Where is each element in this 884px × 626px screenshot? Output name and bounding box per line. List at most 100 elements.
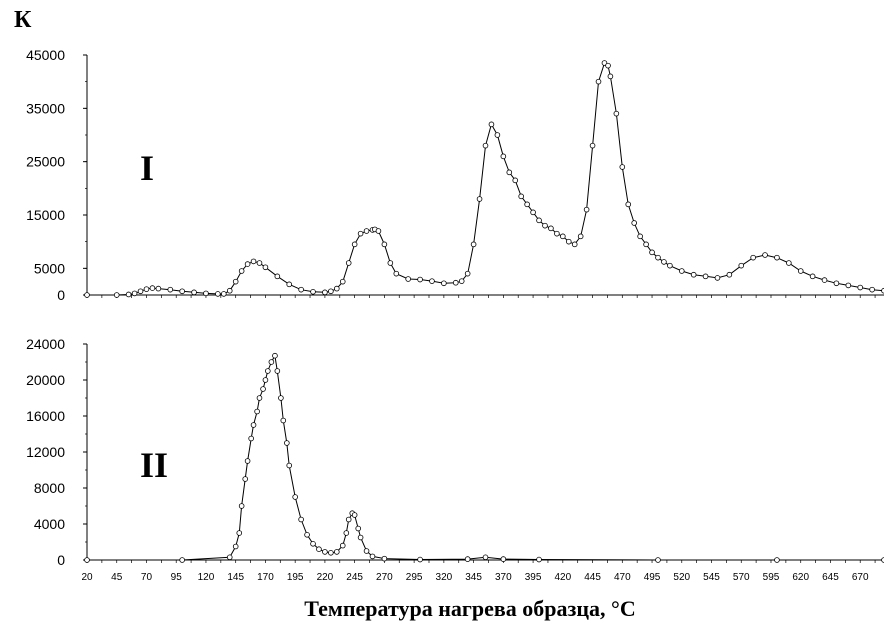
data-point — [476, 196, 483, 202]
data-point — [869, 286, 875, 293]
data-point — [262, 377, 269, 383]
data-point — [577, 233, 584, 240]
data-point — [316, 546, 322, 552]
data-point — [254, 408, 260, 415]
data-point — [470, 241, 477, 248]
y-tick-label: 12000 — [26, 444, 65, 460]
x-tick-label: 245 — [346, 572, 363, 583]
axes-bottom — [86, 344, 884, 563]
x-tick-label: 220 — [317, 572, 334, 583]
panel-II: II 24000 20000 16000 12000 8000 4000 0 20 45 70 9… — [26, 336, 884, 583]
data-point — [351, 241, 358, 248]
data-point — [857, 284, 864, 291]
data-point — [649, 249, 655, 256]
data-point — [280, 417, 287, 424]
panel-I: К I 45000 35000 25000 15000 5000 0 — [14, 7, 884, 303]
y-ticks-top: 45000 35000 25000 15000 5000 0 — [26, 47, 87, 303]
y-tick-label: 24000 — [26, 336, 65, 352]
x-axis-label: Температура нагрева образца, °С — [304, 596, 635, 621]
data-point — [619, 164, 626, 170]
data-point — [272, 352, 278, 359]
data-point — [242, 476, 249, 482]
x-tick-label: 370 — [495, 572, 512, 583]
data-point — [310, 540, 316, 547]
x-tick-label: 145 — [227, 572, 244, 583]
data-point — [441, 280, 447, 287]
data-point — [488, 121, 495, 128]
data-point — [714, 275, 721, 281]
data-point — [334, 549, 340, 555]
x-tick-label: 445 — [584, 572, 601, 583]
data-point — [678, 268, 685, 274]
data-point — [310, 288, 316, 295]
data-point — [482, 142, 489, 149]
data-point — [274, 368, 281, 374]
data-point — [595, 78, 602, 85]
data-point — [512, 177, 519, 184]
data-point — [774, 557, 780, 563]
data-point — [226, 287, 233, 294]
data-point — [143, 286, 150, 292]
x-tick-label: 670 — [852, 572, 869, 583]
y-tick-label: 16000 — [26, 408, 65, 424]
data-point — [286, 281, 293, 288]
data-point — [203, 290, 209, 297]
y-tick-label: 5000 — [34, 260, 65, 276]
data-point — [268, 359, 275, 365]
y-tick-label: 45000 — [26, 47, 65, 63]
panel-label-II: II — [140, 445, 168, 485]
x-tick-label: 520 — [673, 572, 690, 583]
data-point — [607, 73, 614, 80]
data-point — [304, 531, 310, 538]
data-point — [452, 279, 459, 286]
y-tick-label: 15000 — [26, 207, 65, 223]
y-tick-label: 4000 — [34, 516, 65, 532]
data-point — [554, 230, 560, 237]
data-point — [260, 386, 266, 392]
data-point — [583, 206, 590, 213]
data-point — [548, 225, 554, 232]
data-point — [292, 494, 298, 500]
data-point — [405, 276, 411, 282]
data-point — [113, 292, 120, 298]
data-point — [137, 288, 144, 295]
data-point — [220, 291, 227, 297]
data-point — [506, 169, 513, 176]
data-point — [417, 556, 423, 563]
x-tick-label: 170 — [257, 572, 274, 583]
data-point — [278, 395, 284, 401]
data-point — [667, 262, 673, 269]
data-point — [464, 270, 471, 277]
data-point — [655, 254, 661, 261]
data-point — [363, 548, 370, 554]
data-point — [265, 368, 271, 374]
data-point — [339, 278, 346, 285]
series-line — [87, 354, 884, 561]
series-top — [84, 60, 884, 298]
y-tick-label: 20000 — [26, 372, 65, 388]
data-point — [155, 285, 162, 292]
data-point — [738, 262, 745, 269]
data-point — [343, 530, 350, 536]
data-point — [833, 280, 840, 287]
x-tick-label: 195 — [287, 572, 304, 583]
axes-top — [86, 55, 884, 298]
data-point — [84, 557, 90, 563]
data-point — [631, 220, 637, 226]
data-point — [637, 233, 643, 240]
x-tick-label: 420 — [554, 572, 571, 583]
data-point — [149, 285, 156, 291]
x-tick-label: 570 — [733, 572, 750, 583]
data-point — [536, 556, 542, 563]
data-point — [417, 276, 423, 283]
x-tick-label: 70 — [141, 572, 153, 583]
data-point — [125, 291, 132, 298]
data-point — [542, 222, 548, 229]
data-point — [458, 278, 465, 284]
data-point — [351, 512, 358, 518]
data-point — [613, 110, 620, 117]
data-point — [655, 557, 661, 563]
data-point — [322, 549, 328, 555]
data-point — [605, 62, 611, 69]
